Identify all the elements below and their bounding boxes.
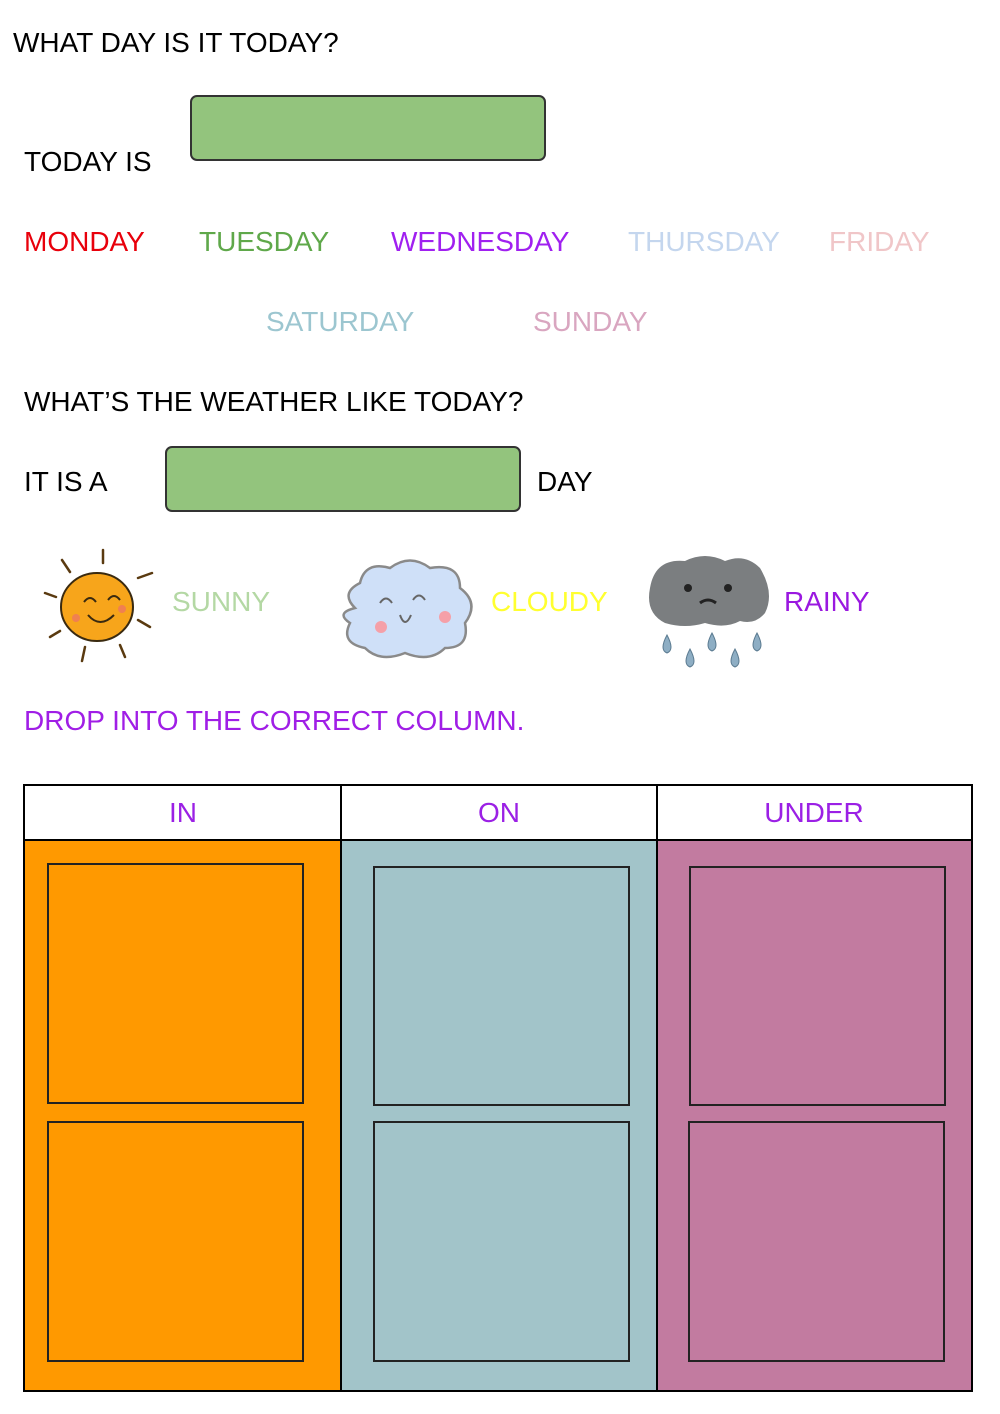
cloud-icon bbox=[342, 559, 473, 659]
sun-icon bbox=[43, 548, 154, 663]
column-under bbox=[657, 841, 971, 1390]
word-sunny[interactable]: SUNNY bbox=[172, 586, 271, 617]
drop-cell[interactable] bbox=[373, 1121, 630, 1362]
word-saturday[interactable]: SATURDAY bbox=[266, 306, 415, 337]
today-is-label: TODAY IS bbox=[24, 146, 152, 177]
word-wednesday[interactable]: WEDNESDAY bbox=[391, 226, 570, 257]
column-header-under: UNDER bbox=[657, 786, 971, 841]
day-drop-box[interactable] bbox=[190, 95, 546, 161]
column-header-in: IN bbox=[25, 786, 341, 841]
word-monday[interactable]: MONDAY bbox=[24, 226, 145, 257]
word-rainy[interactable]: RAINY bbox=[784, 586, 870, 617]
drop-cell[interactable] bbox=[47, 863, 304, 1104]
question-day: WHAT DAY IS IT TODAY? bbox=[13, 27, 339, 58]
column-divider bbox=[656, 786, 658, 1390]
column-on bbox=[341, 841, 657, 1390]
column-header-on: ON bbox=[341, 786, 657, 841]
sorting-table: IN ON UNDER bbox=[23, 784, 973, 1392]
question-weather: WHAT’S THE WEATHER LIKE TODAY? bbox=[24, 386, 524, 417]
word-friday[interactable]: FRIDAY bbox=[829, 226, 930, 257]
instruction: DROP INTO THE CORRECT COLUMN. bbox=[24, 705, 525, 736]
drop-cell[interactable] bbox=[688, 1121, 945, 1362]
weather-drop-box[interactable] bbox=[165, 446, 521, 512]
it-is-a-label: IT IS A bbox=[24, 466, 108, 497]
drop-cell[interactable] bbox=[47, 1121, 304, 1362]
day-label: DAY bbox=[537, 466, 593, 497]
word-sunday[interactable]: SUNDAY bbox=[533, 306, 648, 337]
drop-cell[interactable] bbox=[373, 866, 630, 1106]
rain-cloud-icon bbox=[649, 556, 769, 668]
column-in bbox=[25, 841, 341, 1390]
word-thursday[interactable]: THURSDAY bbox=[628, 226, 780, 257]
word-cloudy[interactable]: CLOUDY bbox=[491, 586, 608, 617]
column-divider bbox=[340, 786, 342, 1390]
drop-cell[interactable] bbox=[689, 866, 946, 1106]
word-tuesday[interactable]: TUESDAY bbox=[199, 226, 330, 257]
